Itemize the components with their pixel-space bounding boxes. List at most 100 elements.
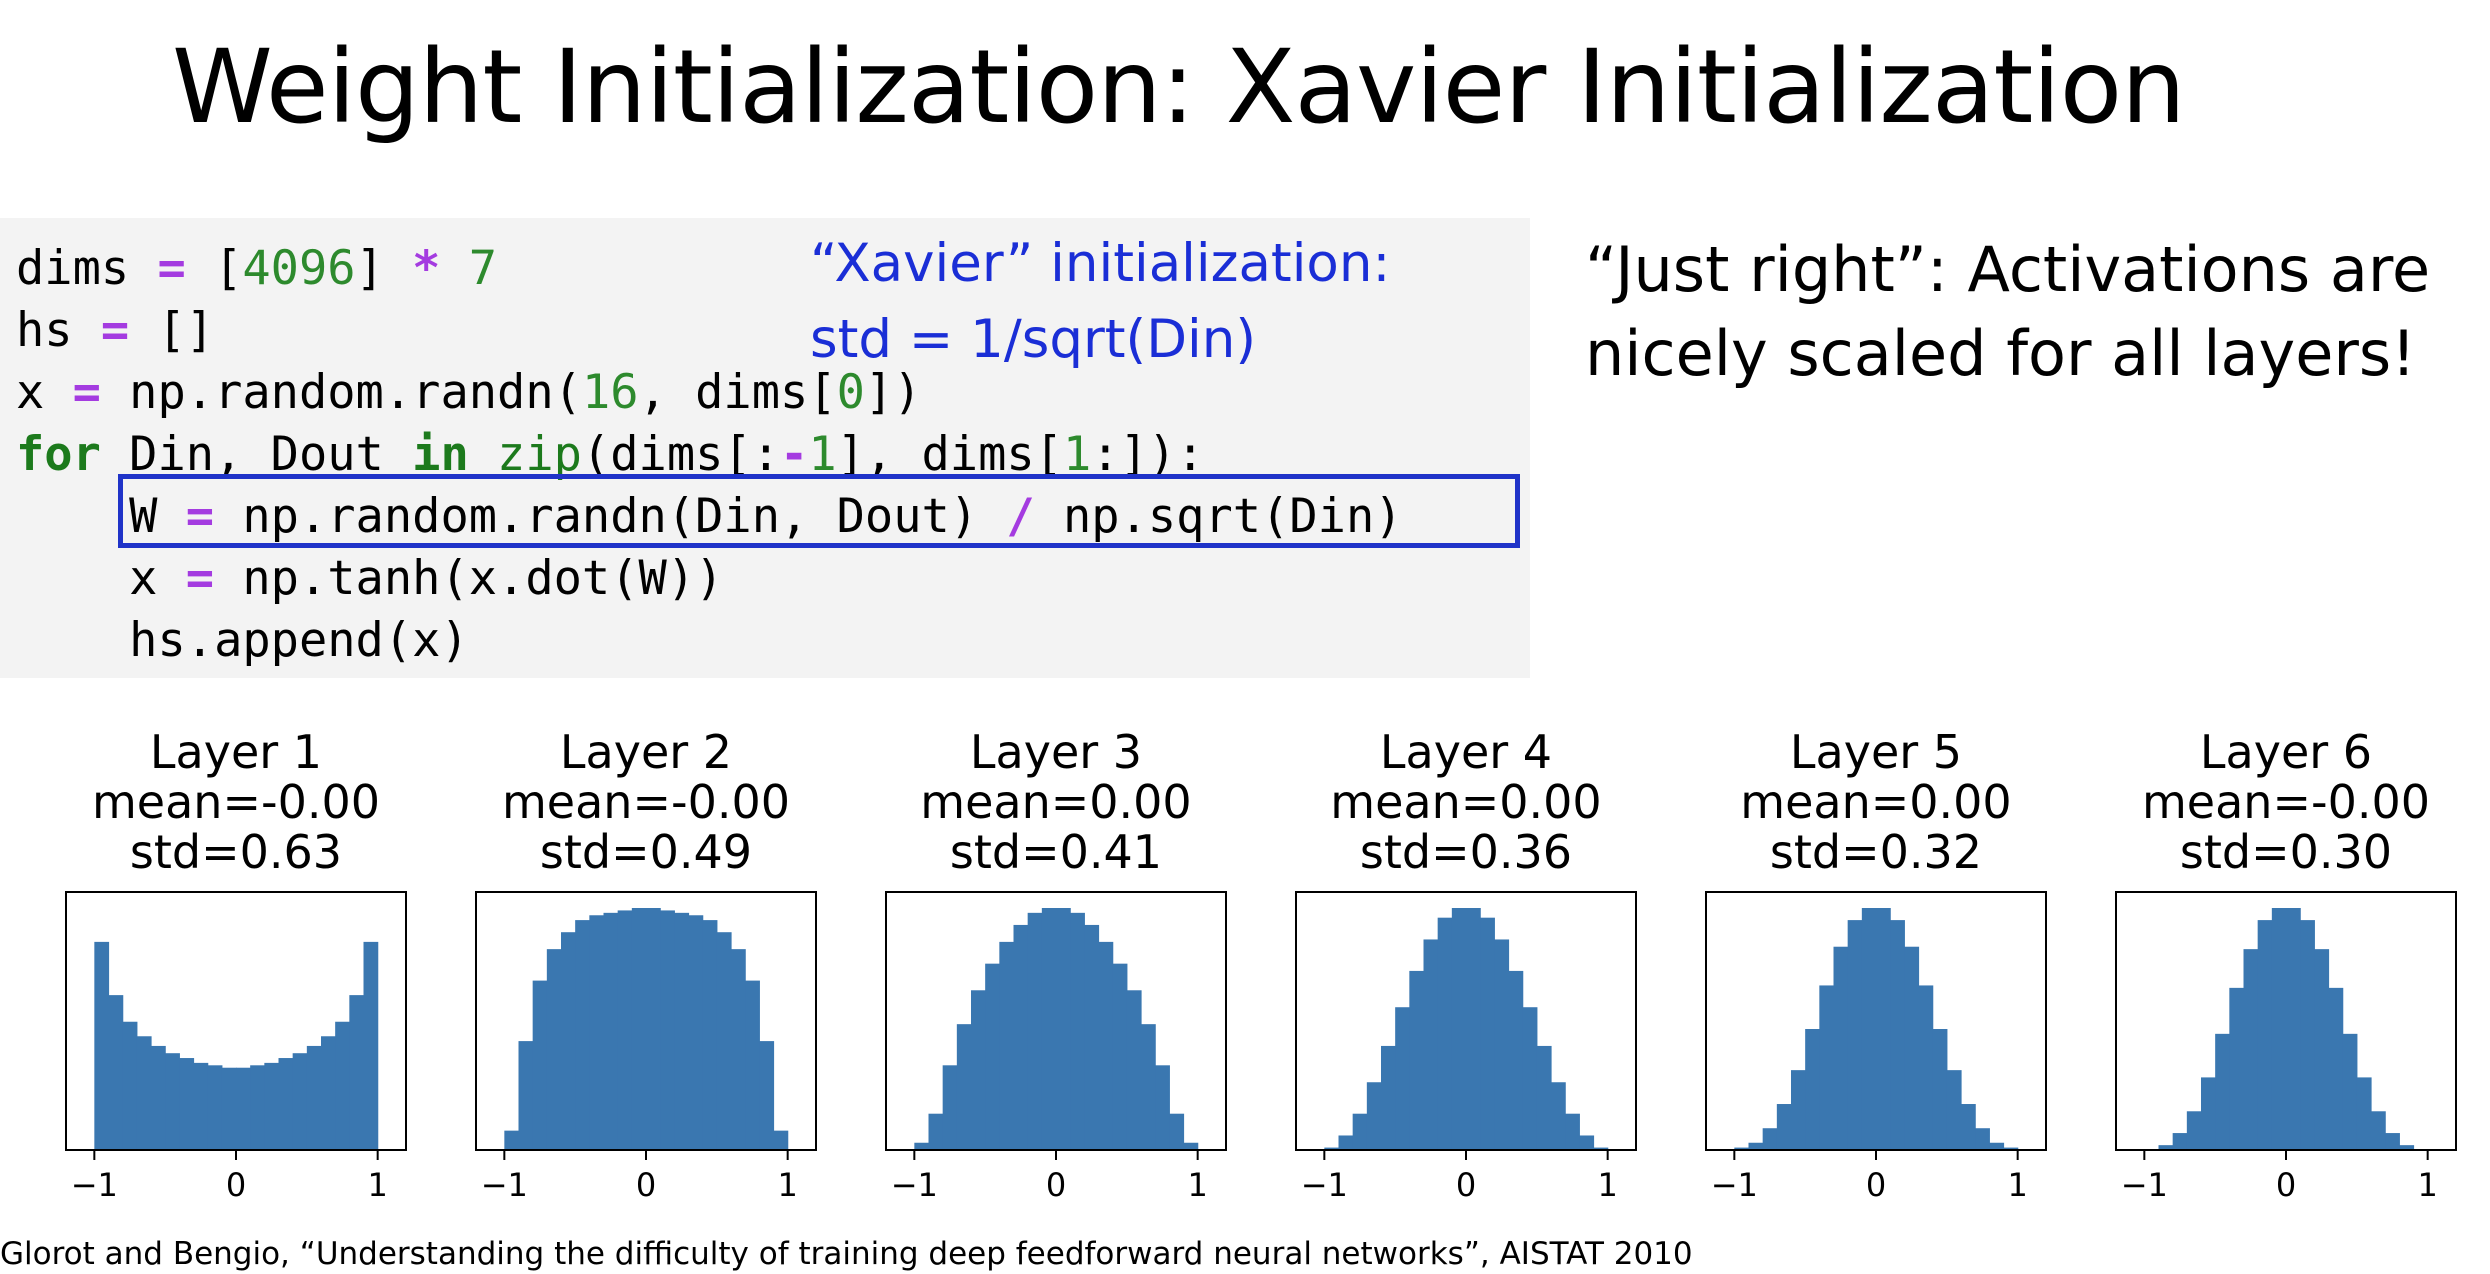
histogram-bar [2186, 1111, 2202, 1150]
histogram-bar [575, 920, 590, 1150]
histogram-bar [363, 941, 379, 1150]
histogram-bar [1762, 1128, 1778, 1150]
code-token: ] [355, 241, 413, 296]
code-token: in [412, 427, 469, 482]
code-block: dims = [4096] * 7 hs = [] x = np.random.… [16, 238, 1403, 672]
histogram-bar [1536, 1045, 1552, 1150]
histogram-bar [236, 1067, 251, 1150]
code-token: for [16, 427, 101, 482]
x-tick-label: −1 [891, 1166, 938, 1204]
histogram-bar [1876, 908, 1891, 1150]
histogram-bar [674, 912, 690, 1150]
just-right-note: “Just right”: Activations are nicely sca… [1585, 228, 2430, 396]
histogram-bar [971, 990, 986, 1150]
code-token: x [16, 551, 186, 606]
histogram-bar [1932, 1029, 1948, 1150]
x-tick-label: −1 [1711, 1166, 1758, 1204]
highlight-box [118, 474, 1520, 548]
code-token: (dims[: [581, 427, 781, 482]
panel-title: Layer 4 [1380, 725, 1552, 779]
code-line: for Din, Dout in zip(dims[:-1], dims[1:]… [16, 427, 1204, 482]
panel-title: Layer 6 [2200, 725, 2372, 779]
histogram-bar [1466, 908, 1481, 1150]
panel-mean: mean=-0.00 [2142, 775, 2430, 829]
histogram-bar [349, 995, 365, 1150]
histogram-bar [914, 1142, 930, 1150]
code-line: hs.append(x) [16, 613, 469, 668]
histogram-bar [1437, 917, 1453, 1150]
histogram-bar [1494, 939, 1510, 1150]
histogram-bar [617, 910, 633, 1150]
code-line: x = np.random.randn(16, dims[0]) [16, 365, 922, 420]
x-tick-label: −1 [71, 1166, 118, 1204]
code-token: hs [16, 303, 101, 358]
histogram-bar [1819, 985, 1835, 1150]
x-tick-label: −1 [1301, 1166, 1348, 1204]
histogram-bar [1508, 970, 1524, 1150]
histogram-bar [2229, 987, 2245, 1150]
x-tick-label: 1 [2417, 1166, 2437, 1204]
histogram-bar [1734, 1147, 1750, 1150]
code-token: = [72, 365, 101, 420]
panel-mean: mean=0.00 [1740, 775, 2011, 829]
x-tick-label: 0 [636, 1166, 656, 1204]
panel-std: std=0.30 [2180, 825, 2392, 879]
xavier-note-line2: std = 1/sqrt(Din) [810, 309, 1257, 370]
histogram-bar [1070, 912, 1085, 1150]
histogram-bar [532, 980, 548, 1150]
xavier-note: “Xavier” initialization: std = 1/sqrt(Di… [810, 226, 1390, 378]
code-token: zip [497, 427, 582, 482]
histogram-bar [306, 1045, 322, 1150]
histogram-bar [136, 1036, 152, 1150]
histogram-bar [589, 915, 605, 1150]
histogram-bar [2271, 908, 2287, 1150]
panel-std: std=0.32 [1770, 825, 1982, 879]
code-token: [ [185, 241, 243, 296]
code-token: 7 [468, 241, 498, 296]
histogram-bar [278, 1058, 294, 1150]
histogram-bar [2371, 1111, 2386, 1150]
histogram-bar [716, 932, 732, 1150]
histogram-bar [1961, 1104, 1976, 1150]
just-right-line1: “Just right”: Activations are [1585, 233, 2431, 306]
histogram-bar [1989, 1142, 2005, 1150]
histogram-bar [1451, 908, 1467, 1150]
histogram-bar [1155, 1065, 1170, 1150]
histogram-bar [1975, 1128, 1990, 1150]
histogram-bar [1946, 1070, 1962, 1150]
x-tick-label: 1 [1187, 1166, 1207, 1204]
histogram-bar [2158, 1145, 2174, 1150]
histogram-bar [2356, 1077, 2372, 1150]
histogram-bar [2286, 908, 2301, 1150]
histogram-bar [1041, 908, 1057, 1150]
histogram-bar [1904, 946, 1920, 1150]
histogram-bar [1381, 1045, 1396, 1150]
panel-std: std=0.41 [950, 825, 1162, 879]
histogram-bar [561, 932, 576, 1150]
x-tick-label: −1 [2121, 1166, 2168, 1204]
panel-std: std=0.36 [1360, 825, 1572, 879]
x-tick-label: 1 [777, 1166, 797, 1204]
histogram-bar [1056, 908, 1071, 1150]
histogram-bar [122, 1021, 138, 1150]
panel-std: std=0.63 [130, 825, 342, 879]
code-token: * [412, 241, 441, 296]
histogram-bar [646, 908, 661, 1150]
histogram-bar [546, 949, 562, 1150]
histogram-bar [108, 995, 124, 1150]
panel-title: Layer 5 [1790, 725, 1962, 779]
code-token: 1 [1062, 427, 1092, 482]
histogram-bar [1338, 1135, 1354, 1150]
histogram-bar [94, 941, 110, 1150]
x-tick-label: 0 [1456, 1166, 1476, 1204]
histogram-bar [1013, 924, 1029, 1150]
histogram-bar [1098, 941, 1114, 1150]
histogram-bar [702, 920, 718, 1150]
histogram-bar [1522, 1007, 1538, 1150]
x-tick-label: 0 [2276, 1166, 2296, 1204]
code-token: np.tanh(x.dot(W)) [214, 551, 724, 606]
slide-title: Weight Initialization: Xavier Initializa… [172, 28, 2186, 147]
